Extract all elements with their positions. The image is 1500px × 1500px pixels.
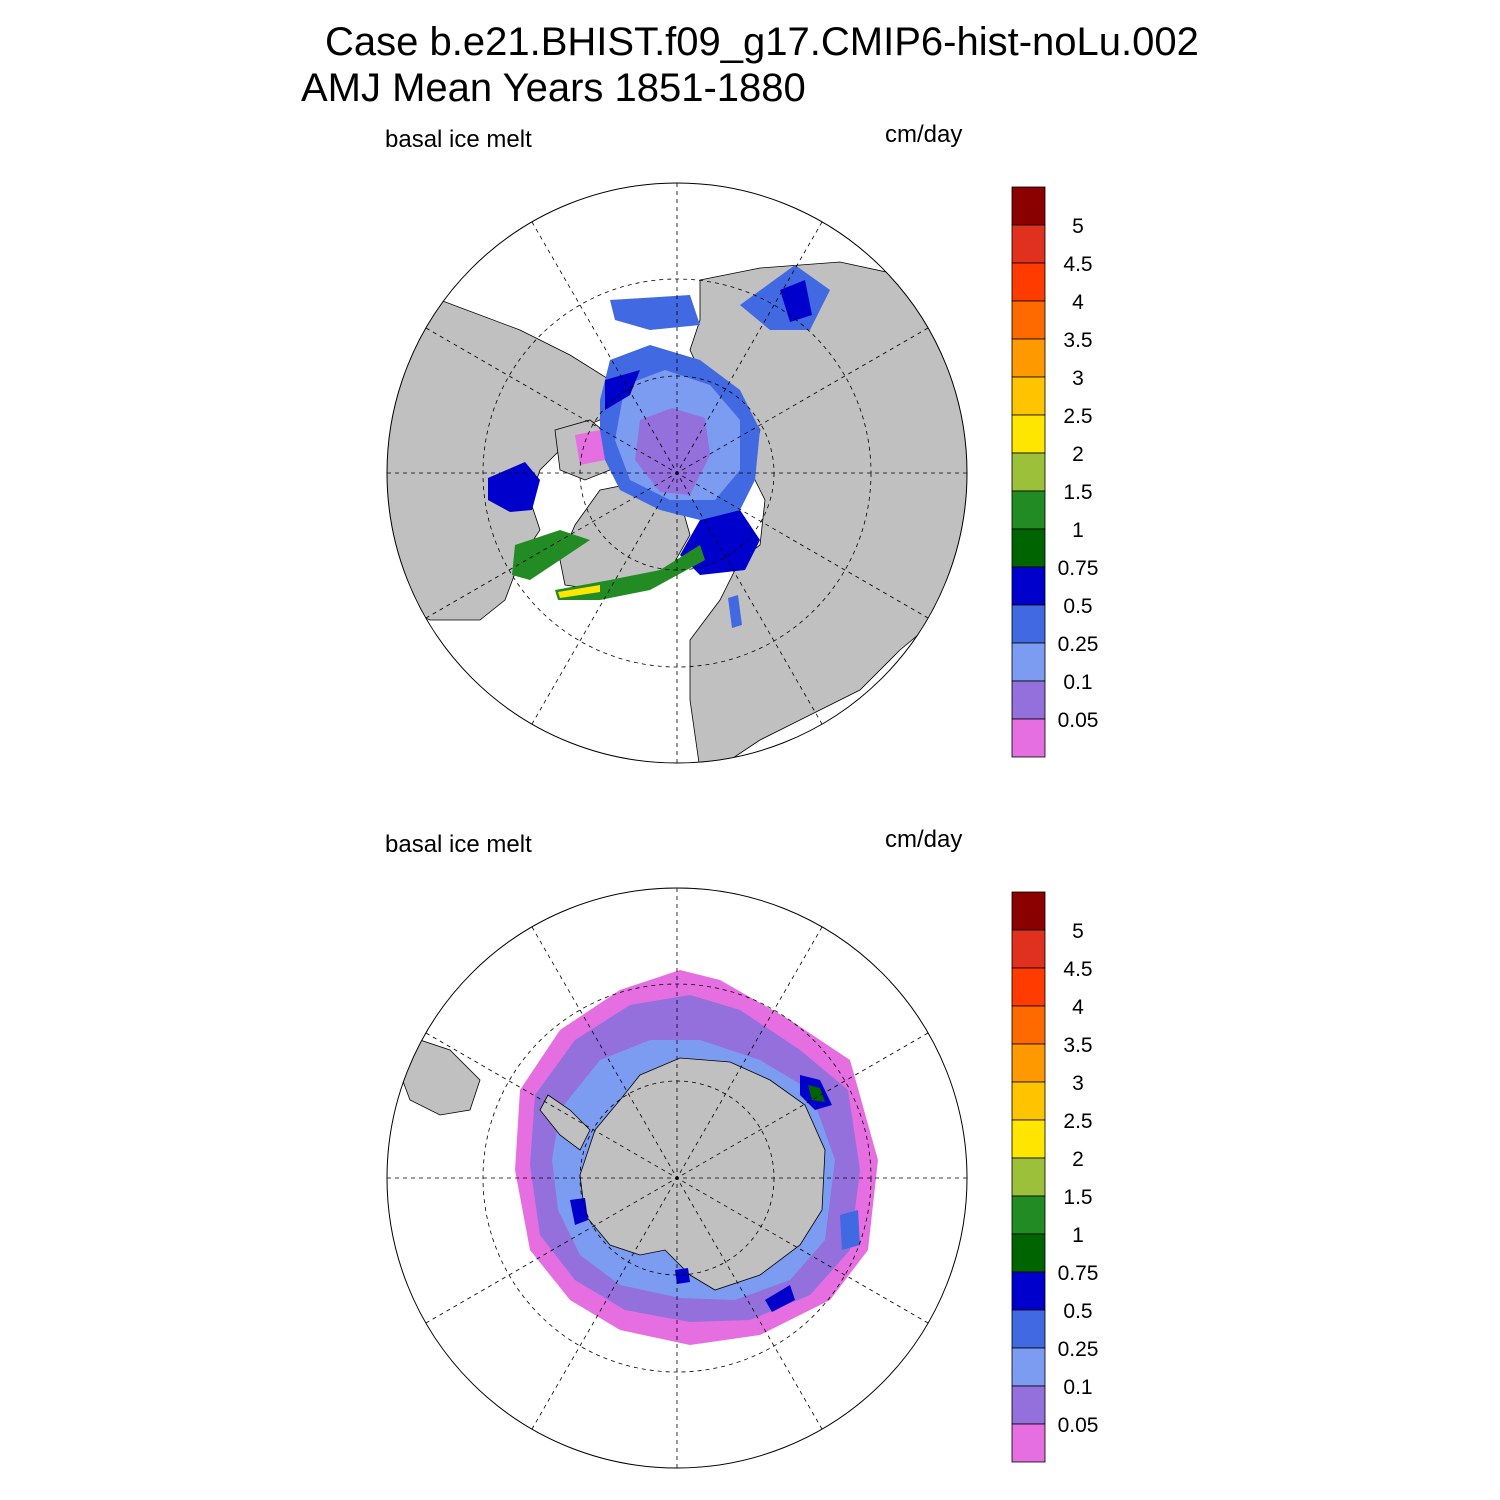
figure-title-case: Case b.e21.BHIST.f09_g17.CMIP6-hist-noLu… — [325, 20, 1199, 64]
nh-colorbar-box — [1011, 414, 1046, 454]
nh-colorbar-tick-label: 2.5 — [1063, 405, 1092, 428]
sh-colorbar-tick-label: 3 — [1072, 1072, 1084, 1095]
nh-colorbar-box — [1011, 490, 1046, 530]
sh-colorbar-box — [1011, 1233, 1046, 1273]
nh-colorbar-tick-label: 2 — [1072, 443, 1084, 466]
sh-land-peninsula — [539, 1094, 591, 1151]
sh-colorbar-box — [1011, 1423, 1046, 1463]
sh-colorbar-box — [1011, 1005, 1046, 1045]
nh-archipelago-pink — [575, 430, 605, 465]
sh-patch-ross — [675, 1268, 690, 1284]
north-polar-map — [386, 182, 968, 764]
south-polar-map — [386, 887, 968, 1469]
sh-variable-label: basal ice melt — [385, 831, 532, 858]
nh-okhotsk-core — [780, 280, 812, 322]
sh-patch-right — [840, 1210, 860, 1250]
figure-title-period: AMJ Mean Years 1851-1880 — [301, 66, 806, 110]
sh-patch-southeast — [765, 1285, 795, 1312]
sh-colorbar-tick-label: 1 — [1072, 1224, 1084, 1247]
nh-bering-sea — [610, 295, 700, 330]
nh-greenland-yellow — [558, 585, 600, 598]
nh-colorbar-tick-label: 4 — [1072, 291, 1084, 314]
sh-patch-east-green — [808, 1085, 825, 1102]
nh-colorbar: 5 4.5 4 3.5 3 2.5 2 1.5 1 0.75 0.5 0.25 0.1 0.05 — [1011, 186, 1099, 758]
sh-colorbar-tick-label: 0.5 — [1063, 1300, 1092, 1323]
sh-colorbar-box — [1011, 1347, 1046, 1387]
nh-colorbar-tick-label: 0.25 — [1058, 633, 1099, 656]
nh-baltic — [728, 595, 742, 628]
sh-units-label: cm/day — [885, 826, 963, 853]
nh-colorbar-tick-label: 1.5 — [1063, 481, 1092, 504]
nh-colorbar-box — [1011, 604, 1046, 644]
nh-arctic-edge — [605, 370, 640, 410]
nh-colorbar-tick-label: 0.5 — [1063, 595, 1092, 618]
sh-colorbar-tick-label: 2 — [1072, 1148, 1084, 1171]
nh-colorbar-box — [1011, 224, 1046, 264]
nh-colorbar-tick-label: 0.1 — [1063, 671, 1092, 694]
nh-colorbar-tick-label: 3.5 — [1063, 329, 1092, 352]
nh-colorbar-tick-label: 0.05 — [1058, 709, 1099, 732]
nh-colorbar-tick-label: 5 — [1072, 215, 1084, 238]
sh-colorbar-box — [1011, 1195, 1046, 1235]
nh-colorbar-box — [1011, 718, 1046, 758]
nh-colorbar-tick-label: 0.75 — [1058, 557, 1099, 580]
sh-graticule — [387, 888, 967, 1468]
nh-colorbar-tick-label: 4.5 — [1063, 253, 1092, 276]
sh-colorbar-box — [1011, 891, 1046, 931]
nh-colorbar-box — [1011, 262, 1046, 302]
sh-colorbar-box — [1011, 1157, 1046, 1197]
nh-variable-label: basal ice melt — [385, 126, 532, 153]
nh-colorbar-box — [1011, 300, 1046, 340]
nh-colorbar-box — [1011, 566, 1046, 606]
sh-colorbar-box — [1011, 1119, 1046, 1159]
sh-colorbar-tick-label: 0.75 — [1058, 1262, 1099, 1285]
sh-colorbar-tick-label: 5 — [1072, 920, 1084, 943]
nh-colorbar-box — [1011, 680, 1046, 720]
sh-colorbar-box — [1011, 1309, 1046, 1349]
nh-colorbar-box — [1011, 376, 1046, 416]
nh-colorbar-box — [1011, 452, 1046, 492]
sh-colorbar-tick-label: 0.25 — [1058, 1338, 1099, 1361]
sh-colorbar-box — [1011, 1081, 1046, 1121]
nh-colorbar-tick-label: 3 — [1072, 367, 1084, 390]
sh-colorbar-tick-label: 0.1 — [1063, 1376, 1092, 1399]
nh-colorbar-box — [1011, 338, 1046, 378]
sh-colorbar-box — [1011, 929, 1046, 969]
sh-colorbar: 5 4.5 4 3.5 3 2.5 2 1.5 1 0.75 0.5 0.25 0.1 0.05 — [1011, 891, 1099, 1463]
sh-colorbar-tick-label: 3.5 — [1063, 1034, 1092, 1057]
nh-labrador-streak — [512, 530, 590, 580]
nh-colorbar-tick-label: 1 — [1072, 519, 1084, 542]
sh-colorbar-box — [1011, 1271, 1046, 1311]
nh-hudson-bay — [488, 462, 540, 512]
nh-land-north-america — [387, 299, 611, 621]
sh-patch-west — [570, 1198, 588, 1225]
sh-colorbar-box — [1011, 967, 1046, 1007]
sh-colorbar-tick-label: 0.05 — [1058, 1414, 1099, 1437]
sh-colorbar-tick-label: 4 — [1072, 996, 1084, 1019]
nh-colorbar-box — [1011, 186, 1046, 226]
sh-colorbar-tick-label: 2.5 — [1063, 1110, 1092, 1133]
sh-colorbar-tick-label: 4.5 — [1063, 958, 1092, 981]
sh-colorbar-box — [1011, 1385, 1046, 1425]
nh-units-label: cm/day — [885, 121, 963, 148]
nh-colorbar-box — [1011, 528, 1046, 568]
sh-colorbar-tick-label: 1.5 — [1063, 1186, 1092, 1209]
nh-graticule — [387, 183, 967, 763]
nh-colorbar-box — [1011, 642, 1046, 682]
sh-colorbar-box — [1011, 1043, 1046, 1083]
sh-land-south-america — [394, 1039, 481, 1116]
